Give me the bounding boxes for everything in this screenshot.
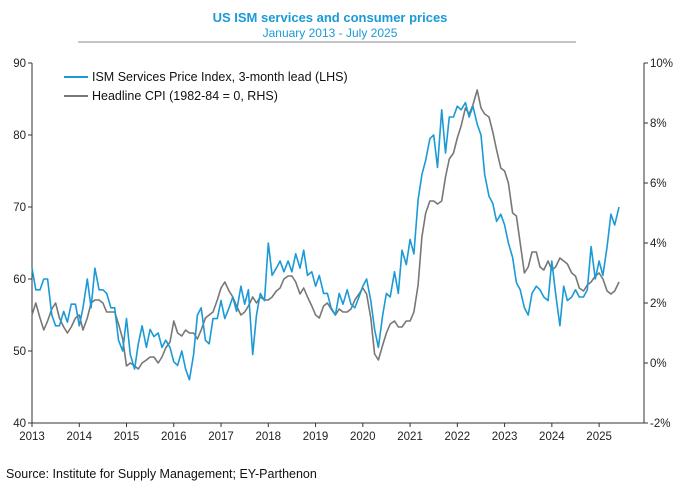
x-tick-label: 2014 (66, 431, 92, 443)
x-tick-label: 2021 (397, 431, 423, 443)
x-tick-label: 2020 (350, 431, 376, 443)
x-tick-label: 2015 (114, 431, 140, 443)
left-tick-label: 80 (13, 130, 26, 142)
source-note: Source: Institute for Supply Management;… (6, 467, 317, 481)
series-line-ism (31, 101, 620, 381)
x-tick-label: 2025 (586, 431, 612, 443)
x-tick-label: 2017 (208, 431, 234, 443)
right-tick-label: 10% (650, 58, 673, 70)
x-tick-label: 2023 (492, 431, 518, 443)
right-tick-label: 4% (650, 238, 667, 250)
x-tick-label: 2016 (161, 431, 187, 443)
left-tick-label: 40 (13, 418, 26, 430)
x-tick-label: 2019 (303, 431, 329, 443)
left-tick-label: 50 (13, 346, 26, 358)
legend: ISM Services Price Index, 3-month lead (… (64, 70, 348, 103)
left-tick-label: 70 (13, 202, 26, 214)
chart-subtitle: January 2013 - July 2025 (263, 26, 398, 40)
x-tick-label: 2022 (445, 431, 471, 443)
x-tick-label: 2024 (539, 431, 565, 443)
series-line-cpi (31, 89, 620, 370)
right-tick-label: 8% (650, 118, 667, 130)
axes-group: 40 50 60 70 80 90 -2% 0% 2% 4% 6% 8% 10% 2013 2014 2015… (13, 58, 673, 443)
right-tick-label: -2% (650, 418, 670, 430)
left-tick-label: 90 (13, 58, 26, 70)
x-tick-label: 2018 (255, 431, 281, 443)
legend-label-ism: ISM Services Price Index, 3-month lead (… (92, 70, 348, 84)
left-tick-label: 60 (13, 274, 26, 286)
right-tick-label: 2% (650, 298, 667, 310)
x-tick-label: 2013 (19, 431, 45, 443)
series-group (31, 89, 620, 381)
legend-label-cpi: Headline CPI (1982-84 = 0, RHS) (92, 89, 278, 103)
right-tick-label: 0% (650, 358, 667, 370)
right-tick-label: 6% (650, 178, 667, 190)
chart-title: US ISM services and consumer prices (213, 10, 448, 25)
